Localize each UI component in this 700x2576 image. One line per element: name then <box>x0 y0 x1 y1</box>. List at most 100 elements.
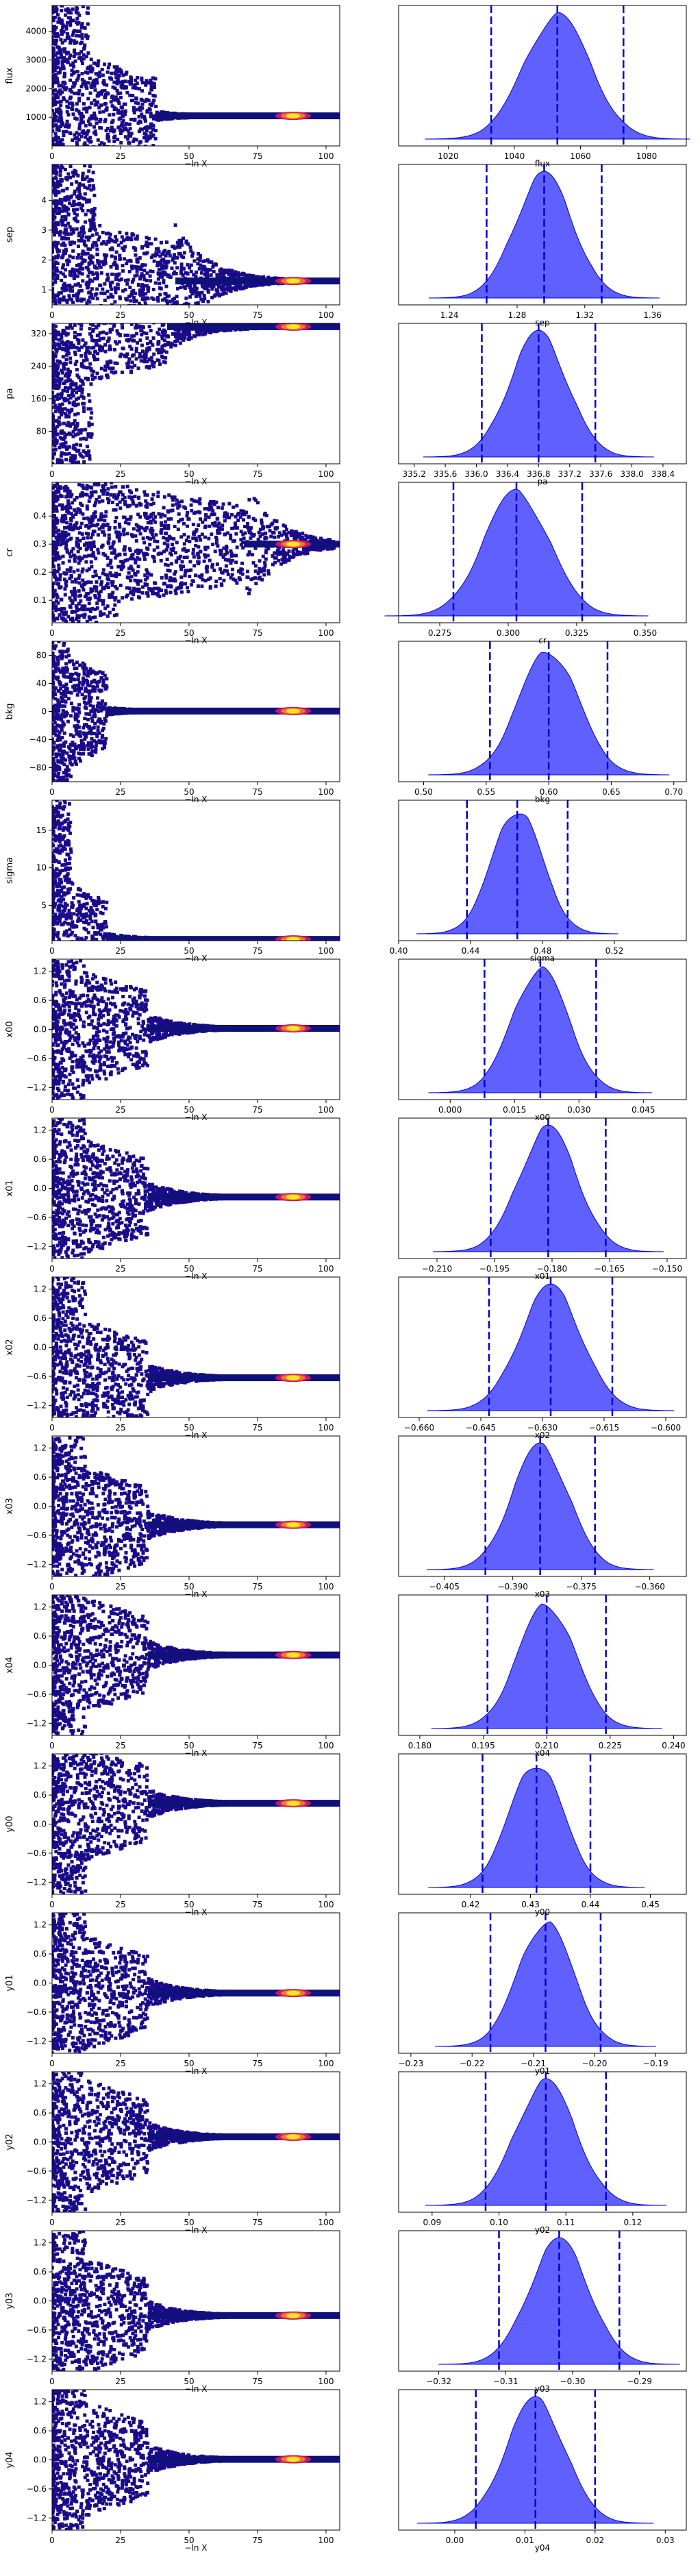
trace-sample-point <box>116 92 120 96</box>
trace-sample-point <box>67 401 71 405</box>
trace-sample-point <box>82 183 86 187</box>
trace-sample-point <box>134 86 138 90</box>
trace-sample-point <box>160 336 164 340</box>
trace-sample-point <box>153 281 158 285</box>
trace-sample-point <box>95 101 99 105</box>
trace-sample-point <box>210 295 214 299</box>
trace-sample-point <box>148 102 152 106</box>
trace-sample-point <box>174 271 178 275</box>
trace-sample-point <box>90 233 95 237</box>
trace-sample-point <box>54 35 58 39</box>
trace-sample-point <box>173 313 176 317</box>
trace-sample-point <box>114 273 118 277</box>
trace-sample-point <box>133 364 137 368</box>
trace-sample-point <box>54 5 58 10</box>
trace-sample-point <box>95 277 99 281</box>
trace-sample-point <box>217 320 221 323</box>
trace-sample-point <box>90 329 95 333</box>
trace-sample-point <box>135 332 139 336</box>
trace-sample-point <box>172 314 175 317</box>
trace-sample-point <box>71 401 75 405</box>
trace-sample-point <box>223 270 227 274</box>
trace-sample-point <box>110 95 114 99</box>
trace-sample-point <box>64 58 68 62</box>
x-tick-label: 75 <box>252 151 262 161</box>
trace-sample-point <box>116 305 119 308</box>
trace-sample-point <box>105 273 110 277</box>
trace-sample-point <box>86 186 90 190</box>
trace-sample-point <box>188 333 192 337</box>
trace-sample-point <box>171 315 175 319</box>
trace-sample-point <box>153 309 157 312</box>
trace-sample-point <box>53 240 57 245</box>
trace-sample-point <box>98 125 102 129</box>
trace-sample-point <box>82 359 86 363</box>
trace-sample-point <box>64 288 68 292</box>
trace-sample-point <box>60 243 64 247</box>
trace-sample-point <box>88 278 92 282</box>
trace-sample-point <box>79 84 84 88</box>
trace-sample-point <box>55 45 60 49</box>
trace-sample-point <box>52 5 54 9</box>
trace-sample-point <box>73 273 77 277</box>
trace-sample-point <box>92 303 96 306</box>
trace-sample-point <box>185 330 189 334</box>
trace-sample-point <box>87 449 91 454</box>
trace-sample-point <box>190 287 195 291</box>
trace-sample-point <box>110 155 114 158</box>
trace-sample-point <box>71 454 75 458</box>
trace-sample-point <box>165 260 169 264</box>
trace-sample-point <box>200 283 204 287</box>
trace-sample-point <box>61 219 65 223</box>
trace-sample-point <box>55 419 59 423</box>
trace-sample-point <box>77 138 81 142</box>
trace-sample-point <box>225 287 229 291</box>
trace-sample-point <box>84 437 88 441</box>
trace-sample-point <box>83 26 87 30</box>
trace-sample-point <box>90 287 94 291</box>
trace-sample-point <box>53 354 58 358</box>
trace-sample-point <box>156 342 160 346</box>
trace-sample-point <box>112 65 116 69</box>
trace-sample-point <box>99 375 103 380</box>
trace-sample-point <box>101 73 105 77</box>
trace-sample-point <box>151 101 155 105</box>
trace-sample-point <box>170 312 173 316</box>
trace-sample-point <box>115 329 119 333</box>
trace-sample-point <box>53 410 58 414</box>
trace-sample-point <box>62 59 66 63</box>
trace-sample-point <box>88 290 92 294</box>
trace-sample-point <box>145 365 149 369</box>
trace-sample-point <box>85 301 89 305</box>
trace-sample-point <box>164 350 168 354</box>
trace-sample-point <box>67 36 71 40</box>
trace-sample-point <box>127 357 132 361</box>
trace-sample-point <box>177 336 182 340</box>
trace-sample-point <box>140 89 145 93</box>
trace-sample-point <box>129 347 134 351</box>
y-tick-label: 320 <box>31 329 47 338</box>
trace-sample-point <box>160 318 163 321</box>
trace-sample-point <box>109 100 113 104</box>
trace-sample-point <box>153 319 157 322</box>
trace-sample-point <box>72 443 76 447</box>
trace-sample-point <box>100 242 104 246</box>
trace-sample-point <box>55 199 60 203</box>
x-tick-label: 335.6 <box>434 469 457 479</box>
trace-sample-point <box>91 296 95 300</box>
x-tick-label: 1.24 <box>440 310 459 320</box>
trace-sample-point <box>145 278 149 282</box>
trace-sample-point <box>92 125 96 129</box>
trace-sample-point <box>93 156 97 159</box>
trace-axes-frame <box>51 323 340 465</box>
trace-sample-point <box>66 113 71 117</box>
trace-sample-point <box>60 333 64 337</box>
trace-sample-point <box>147 242 151 246</box>
trace-sample-point <box>127 270 132 274</box>
trace-sample-point <box>65 432 69 436</box>
trace-sample-point <box>145 97 149 101</box>
trace-sample-point <box>106 151 110 155</box>
trace-sample-point <box>151 144 155 146</box>
trace-sample-point <box>196 262 200 266</box>
